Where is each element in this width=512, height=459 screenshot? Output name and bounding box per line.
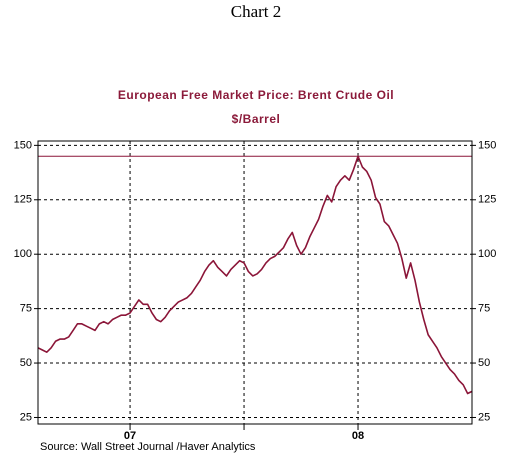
- y2-tick-label: 50: [478, 357, 490, 369]
- y2-tick-label: 150: [478, 139, 496, 151]
- y-tick-label: 50: [20, 357, 32, 369]
- y-tick-label: 100: [14, 248, 32, 260]
- y-tick-label: 125: [14, 194, 32, 206]
- x-tick-label: 08: [352, 430, 364, 442]
- y2-tick-label: 100: [478, 248, 496, 260]
- price-line: [37, 155, 473, 395]
- source-note: Source: Wall Street Journal /Haver Analy…: [40, 441, 256, 453]
- chart-title: European Free Market Price: Brent Crude …: [118, 88, 394, 102]
- plot-frame: [37, 140, 473, 425]
- y-tick-label: 25: [20, 411, 32, 423]
- y-tick-label: 150: [14, 139, 32, 151]
- y2-tick-label: 75: [478, 303, 490, 315]
- chart-subtitle: $/Barrel: [232, 112, 281, 126]
- y-tick-label: 75: [20, 303, 32, 315]
- x-tick-label: 07: [124, 430, 136, 442]
- page-header: Chart 2: [231, 2, 282, 21]
- y2-tick-label: 25: [478, 411, 490, 423]
- y2-tick-label: 125: [478, 194, 496, 206]
